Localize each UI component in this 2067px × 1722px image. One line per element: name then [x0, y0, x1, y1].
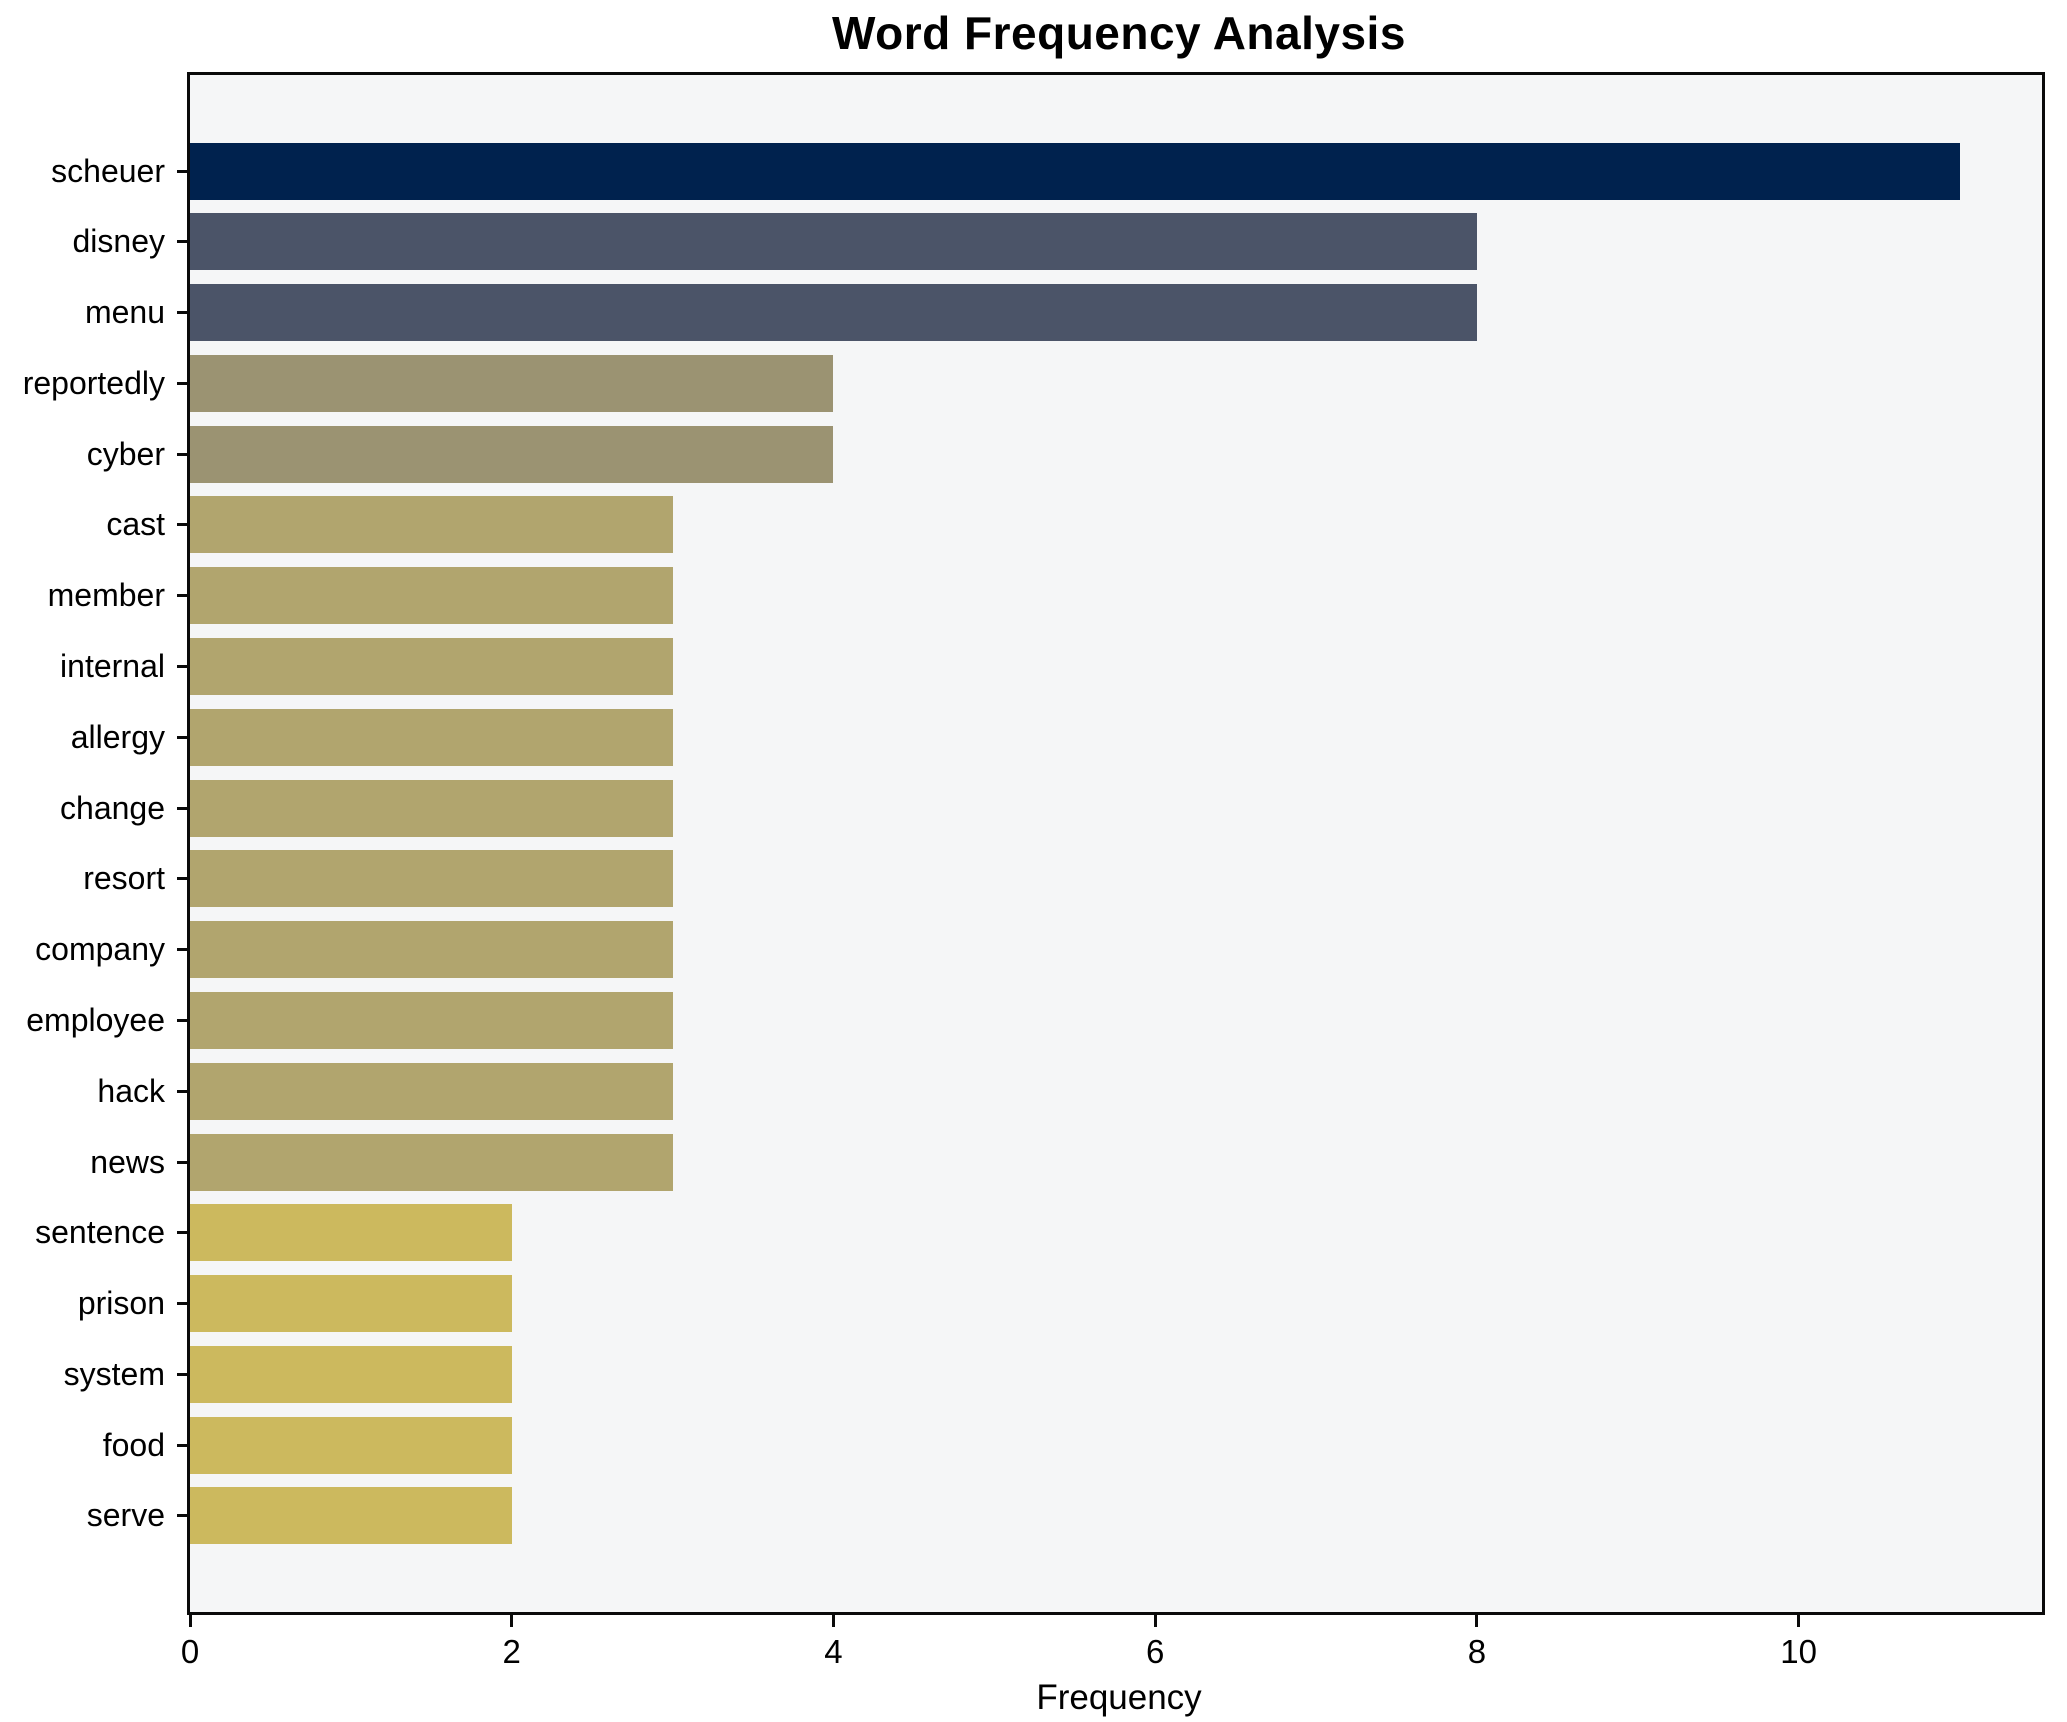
x-tick-mark [510, 1615, 514, 1627]
bar-internal [190, 638, 673, 696]
bar-system [190, 1345, 512, 1403]
y-tick-label-company: company [35, 931, 165, 968]
bar-menu [190, 284, 1477, 342]
x-tick-label-0: 0 [180, 1633, 200, 1670]
bar-employee [190, 991, 673, 1049]
y-tick-label-menu: menu [84, 294, 165, 331]
y-tick-label-sentence: sentence [35, 1214, 165, 1251]
y-tick-mark [177, 948, 187, 952]
y-tick-label-internal: internal [60, 648, 165, 685]
y-tick-label-allergy: allergy [70, 718, 165, 755]
y-tick-mark [177, 311, 187, 315]
y-tick-mark [177, 381, 187, 385]
bar-cast [190, 496, 673, 554]
x-axis-title: Frequency [1036, 1678, 1202, 1717]
bar-sentence [190, 1204, 512, 1262]
x-tick-label-4: 4 [824, 1633, 843, 1670]
x-tick-mark [831, 1615, 835, 1627]
y-tick-mark [177, 240, 187, 244]
y-tick-label-prison: prison [77, 1285, 165, 1322]
y-tick-mark [177, 1160, 187, 1164]
bar-prison [190, 1275, 512, 1333]
x-tick-label-10: 10 [1780, 1633, 1818, 1670]
bar-resort [190, 850, 673, 908]
bar-scheuer [190, 142, 1960, 200]
y-tick-label-member: member [47, 577, 165, 614]
y-tick-mark [177, 1231, 187, 1235]
bar-hack [190, 1062, 673, 1120]
x-tick-label-2: 2 [502, 1633, 521, 1670]
x-tick-mark [188, 1615, 192, 1627]
y-tick-label-resort: resort [83, 860, 165, 897]
y-tick-mark [177, 1443, 187, 1447]
y-tick-mark [177, 1302, 187, 1306]
y-tick-label-change: change [60, 789, 165, 826]
y-tick-mark [177, 523, 187, 527]
y-tick-mark [177, 1018, 187, 1022]
y-tick-label-cast: cast [106, 506, 165, 543]
x-tick-mark [1153, 1615, 1157, 1627]
bar-reportedly [190, 354, 834, 412]
y-tick-label-news: news [90, 1143, 165, 1180]
bar-serve [190, 1487, 512, 1545]
y-tick-mark [177, 735, 187, 739]
x-tick-mark [1475, 1615, 1479, 1627]
y-tick-label-serve: serve [86, 1497, 165, 1534]
y-tick-label-scheuer: scheuer [51, 152, 165, 189]
bar-disney [190, 213, 1477, 271]
y-tick-mark [177, 806, 187, 810]
y-tick-mark [177, 1089, 187, 1093]
y-tick-mark [177, 665, 187, 669]
bar-change [190, 779, 673, 837]
y-tick-mark [177, 452, 187, 456]
y-tick-label-system: system [63, 1355, 165, 1392]
bar-food [190, 1416, 512, 1474]
bar-allergy [190, 708, 673, 766]
bar-company [190, 921, 673, 979]
y-tick-label-employee: employee [26, 1001, 165, 1038]
chart-title: Word Frequency Analysis [832, 7, 1406, 59]
y-tick-label-cyber: cyber [86, 435, 165, 472]
y-tick-label-hack: hack [97, 1072, 165, 1109]
x-tick-label-6: 6 [1146, 1633, 1165, 1670]
y-tick-label-food: food [102, 1426, 165, 1463]
y-tick-label-disney: disney [72, 223, 166, 260]
x-tick-label-8: 8 [1467, 1633, 1487, 1670]
bar-news [190, 1133, 673, 1191]
y-tick-mark [177, 1372, 187, 1376]
y-tick-mark [177, 169, 187, 173]
y-tick-mark [177, 594, 187, 598]
y-tick-label-reportedly: reportedly [22, 364, 165, 401]
bar-member [190, 567, 673, 625]
y-tick-mark [177, 877, 187, 881]
x-tick-mark [1797, 1615, 1801, 1627]
y-tick-mark [177, 1514, 187, 1518]
bar-cyber [190, 425, 834, 483]
